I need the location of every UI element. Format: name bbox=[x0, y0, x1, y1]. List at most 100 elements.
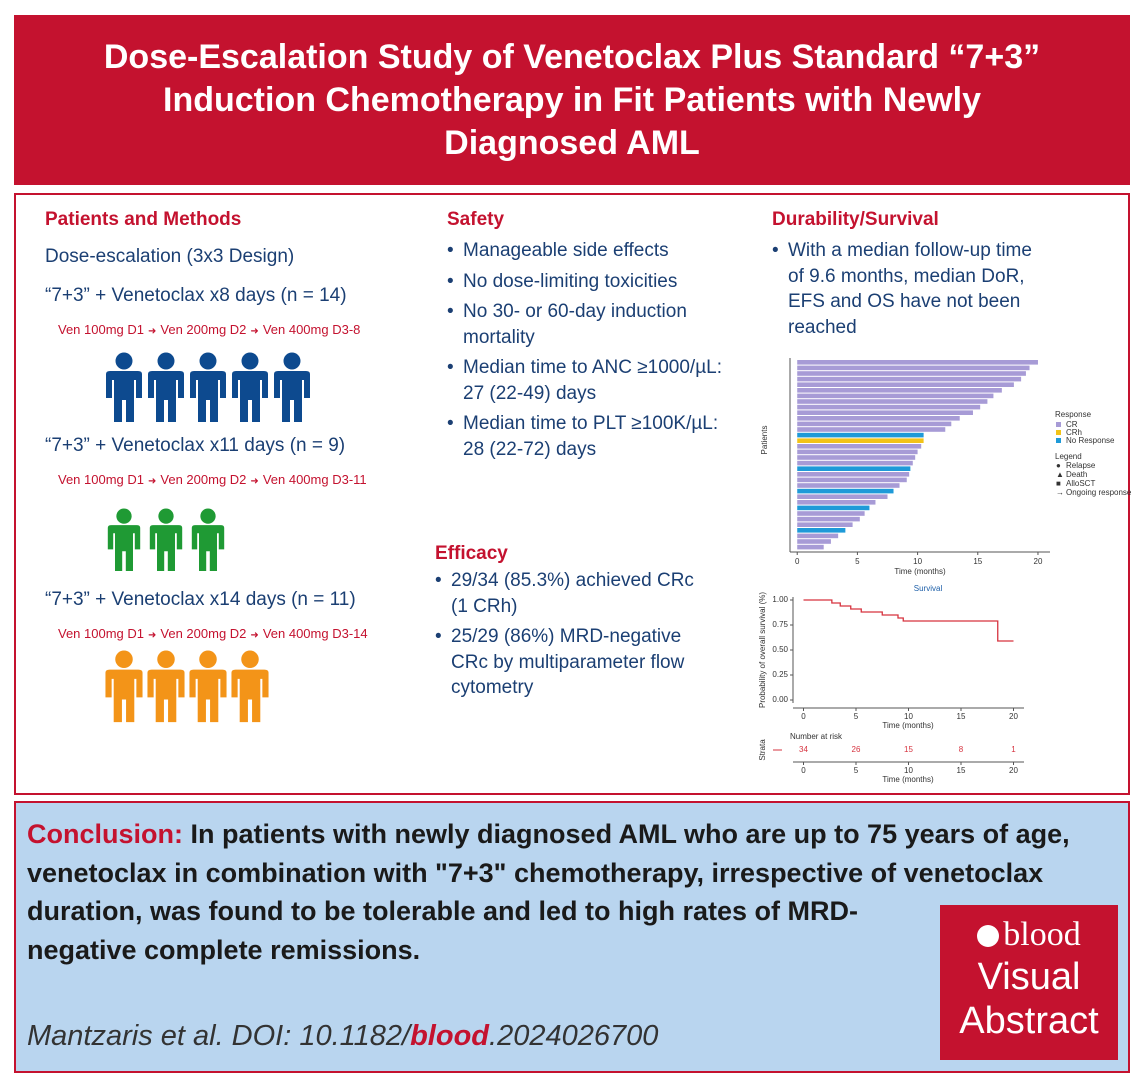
conclusion-text: In patients with newly diagnosed AML who… bbox=[27, 819, 1070, 965]
icon-head bbox=[115, 650, 133, 669]
logo-name: blood bbox=[940, 915, 1118, 955]
person-icon bbox=[189, 650, 227, 723]
y-axis-label: Patients bbox=[760, 426, 769, 455]
conclusion-heading: Conclusion: bbox=[27, 819, 183, 849]
x-tick-label: 10 bbox=[913, 557, 922, 566]
citation-prefix: Mantzaris et al. DOI: 10.1182/ bbox=[27, 1020, 411, 1052]
icon-body bbox=[147, 669, 185, 723]
icon-body bbox=[274, 371, 310, 422]
heading: Efficacy bbox=[435, 543, 508, 564]
swimmer-bar bbox=[797, 382, 1014, 387]
swimmer-bar bbox=[797, 539, 831, 544]
icon-head bbox=[116, 508, 132, 524]
cohort-label: “7+3” + Venetoclax x11 days (n = 9) bbox=[45, 435, 346, 456]
swimmer-bar bbox=[797, 522, 853, 527]
arrow: ➜ bbox=[148, 630, 157, 641]
swimmer-bar bbox=[797, 421, 952, 427]
person-icon bbox=[105, 650, 143, 723]
cohort-label: “7+3” + Venetoclax x14 days (n = 11) bbox=[45, 589, 356, 610]
icon-head bbox=[199, 352, 217, 370]
arrow: ➜ bbox=[148, 476, 157, 487]
logo-line: Visual bbox=[977, 956, 1081, 998]
swimmer-bar bbox=[797, 466, 911, 471]
x-tick-label: 15 bbox=[957, 712, 966, 721]
x-tick-label: 10 bbox=[904, 766, 913, 775]
citation-journal: blood bbox=[410, 1020, 490, 1052]
conclusion: Conclusion: In patients with newly diagn… bbox=[27, 815, 1122, 1085]
icon-head bbox=[157, 352, 175, 370]
x-axis-label: Time (months) bbox=[894, 567, 946, 576]
swimmer-bar bbox=[797, 449, 918, 455]
swimmer-bar bbox=[797, 360, 1038, 365]
efficacy-list: 29/34 (85.3%) achieved CRc (1 CRh)25/29 … bbox=[435, 568, 707, 706]
swimmer-bar bbox=[797, 505, 870, 511]
legend-title: Response bbox=[1055, 410, 1092, 419]
risk-count: 34 bbox=[799, 745, 808, 754]
x-axis-label: Time (months) bbox=[882, 721, 934, 730]
schedule: Ven 100mg D1 ➜ Ven 200mg D2 ➜ Ven 400mg D3-1… bbox=[58, 626, 368, 641]
icon-head bbox=[158, 508, 174, 524]
person-icon bbox=[107, 508, 141, 571]
swimmer-bar bbox=[797, 371, 1026, 376]
icon-body bbox=[190, 371, 226, 422]
person-icon bbox=[147, 650, 185, 723]
schedule-step: Ven 100mg D1 bbox=[58, 472, 145, 487]
legend-symbol: ▲ bbox=[1056, 470, 1064, 479]
heading: Durability/Survival bbox=[772, 209, 939, 230]
swimmer-bar bbox=[797, 388, 1002, 393]
person-icon bbox=[232, 352, 268, 422]
icon-head bbox=[200, 508, 216, 524]
schedule-step: Ven 400mg D3-11 bbox=[262, 472, 367, 487]
logo-word: blood bbox=[1003, 916, 1081, 953]
heading: Safety bbox=[447, 209, 505, 230]
durability-list: With a median follow-up time of 9.6 mont… bbox=[772, 238, 1034, 345]
x-tick-label: 20 bbox=[1009, 712, 1018, 721]
swimmer-bar bbox=[797, 399, 988, 404]
x-tick-label: 15 bbox=[957, 766, 966, 775]
icon-head bbox=[115, 352, 133, 370]
schedule-step: Ven 200mg D2 bbox=[160, 472, 247, 487]
legend-label: No Response bbox=[1066, 436, 1115, 445]
legend-symbol: → bbox=[1056, 488, 1064, 497]
bullet-item: No dose-limiting toxicities bbox=[447, 269, 722, 295]
x-axis-label: Time (months) bbox=[882, 775, 934, 784]
swimmer-bar bbox=[797, 544, 824, 550]
y-tick-label: 0.00 bbox=[772, 695, 788, 704]
risk-count: 15 bbox=[904, 745, 913, 754]
swimmer-bar bbox=[797, 500, 876, 505]
icon-body bbox=[191, 525, 225, 571]
logo-line: Abstract bbox=[959, 1000, 1099, 1042]
arrow: ➜ bbox=[250, 630, 259, 641]
swimmer-bar bbox=[797, 511, 865, 516]
y-tick-label: 0.75 bbox=[772, 620, 788, 629]
swimmer-bar bbox=[797, 416, 960, 421]
swimmer-bar bbox=[797, 376, 1022, 382]
heading: Patients and Methods bbox=[45, 209, 242, 230]
icon-body bbox=[189, 669, 227, 723]
swimmer-bar bbox=[797, 444, 922, 449]
title-banner: Dose-Escalation Study of Venetoclax Plus… bbox=[14, 15, 1130, 185]
cohort-label: “7+3” + Venetoclax x8 days (n = 14) bbox=[45, 285, 347, 306]
legend-label: Ongoing response bbox=[1066, 488, 1132, 497]
swimmer-bar bbox=[797, 472, 910, 477]
icon-head bbox=[199, 650, 217, 669]
swimmer-bar bbox=[797, 460, 913, 466]
person-icon bbox=[106, 352, 142, 422]
title: Dose-Escalation Study of Venetoclax Plus… bbox=[103, 37, 1041, 162]
swimmer-bar bbox=[797, 393, 994, 399]
risk-count: 8 bbox=[959, 745, 964, 754]
icon-body bbox=[232, 371, 268, 422]
swimmer-bar bbox=[797, 410, 973, 415]
citation: Mantzaris et al. DOI: 10.1182/blood.2024… bbox=[27, 1020, 658, 1053]
icon-head bbox=[283, 352, 301, 370]
survival-curve bbox=[803, 599, 1014, 642]
icon-head bbox=[241, 650, 259, 669]
x-tick-label: 5 bbox=[855, 557, 860, 566]
legend-label: CR bbox=[1066, 420, 1078, 429]
legend-swatch bbox=[1056, 422, 1061, 427]
logo: blood Visual Abstract bbox=[940, 905, 1118, 1060]
schedule-step: Ven 200mg D2 bbox=[160, 322, 247, 337]
schedule-step: Ven 400mg D3-8 bbox=[262, 322, 361, 337]
